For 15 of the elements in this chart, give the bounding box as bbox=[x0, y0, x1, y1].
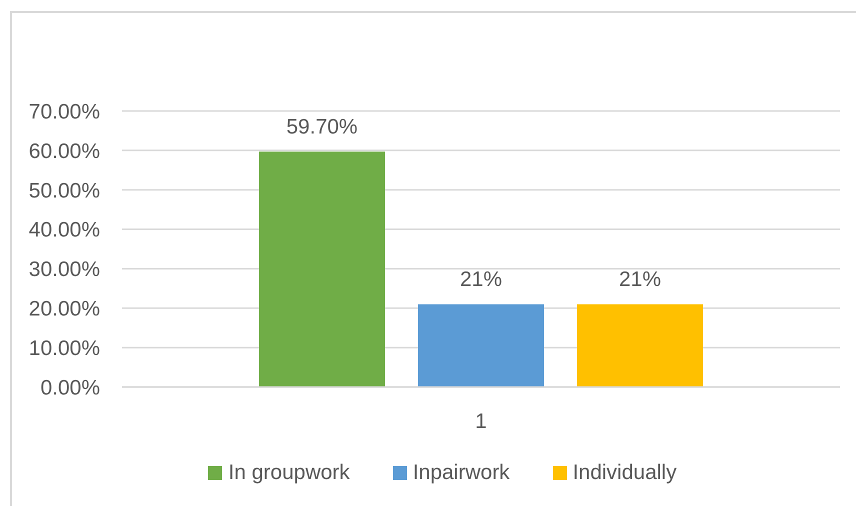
data-label: 59.70% bbox=[286, 116, 358, 139]
legend-label: In groupwork bbox=[228, 461, 350, 485]
data-label: 21% bbox=[618, 268, 662, 292]
data-label: 21% bbox=[460, 268, 502, 292]
legend-label: Inpairwork bbox=[412, 461, 510, 485]
y-tick-label: 60.00% bbox=[28, 140, 100, 163]
y-tick-label: 70.00% bbox=[28, 100, 100, 124]
x-tick-label: 1 bbox=[475, 410, 487, 433]
legend-label: Individually bbox=[572, 461, 677, 485]
y-tick-label: 10.00% bbox=[28, 337, 100, 360]
y-tick-label: 30.00% bbox=[28, 258, 100, 282]
y-tick-label: 50.00% bbox=[28, 179, 100, 202]
y-tick-label: 20.00% bbox=[28, 298, 100, 321]
y-tick-label: 40.00% bbox=[28, 218, 100, 242]
y-tick-label: 0.00% bbox=[40, 376, 100, 400]
